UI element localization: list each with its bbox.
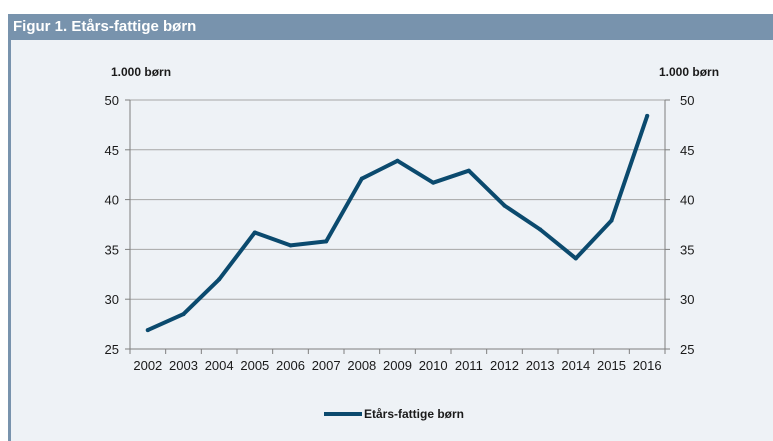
x-tick-label: 2004 (205, 358, 234, 373)
figure-title: Figur 1. Etårs-fattige børn (13, 18, 197, 35)
data-point (573, 256, 578, 261)
data-point (252, 230, 257, 235)
x-tick-label: 2005 (240, 358, 269, 373)
y-tick-label-left: 45 (105, 143, 119, 158)
data-point (395, 158, 400, 163)
y-unit-label-left: 1.000 børn (111, 65, 171, 79)
y-tick-label-left: 40 (105, 193, 119, 208)
figure-header: Figur 1. Etårs-fattige børn (8, 14, 773, 40)
gridlines (130, 99, 665, 300)
x-tick-label: 2016 (633, 358, 662, 373)
data-point (217, 277, 222, 282)
data-point (181, 312, 186, 317)
y-tick-label-left: 30 (105, 292, 119, 307)
data-point (466, 168, 471, 173)
x-tick-label: 2009 (383, 358, 412, 373)
series-layer (145, 113, 650, 333)
data-point (324, 239, 329, 244)
data-point (145, 328, 150, 333)
y-tick-label-right: 50 (680, 93, 694, 108)
x-tick-label: 2010 (419, 358, 448, 373)
y-tick-label-right: 30 (680, 292, 694, 307)
x-tick-label: 2015 (597, 358, 626, 373)
x-tick-label: 2008 (347, 358, 376, 373)
y-tick-label-right: 25 (680, 342, 694, 357)
series-line-0 (145, 113, 650, 333)
figure-panel: Figur 1. Etårs-fattige børn (8, 14, 773, 441)
figure-left-border (8, 40, 11, 441)
data-point (538, 227, 543, 232)
legend-label: Etårs-fattige børn (364, 407, 464, 421)
data-point (609, 218, 614, 223)
x-tick-label: 2012 (490, 358, 519, 373)
x-tick-label: 2011 (455, 358, 483, 373)
y-tick-label-right: 40 (680, 193, 694, 208)
data-point (502, 203, 507, 208)
data-point (359, 176, 364, 181)
data-point (645, 113, 650, 118)
data-point (431, 180, 436, 185)
x-tick-label: 2002 (133, 358, 162, 373)
x-tick-label: 2014 (561, 358, 590, 373)
legend: Etårs-fattige børn (324, 407, 464, 421)
x-tick-label: 2007 (312, 358, 341, 373)
tick-labels: 25 25 30 30 35 35 40 40 45 45 50 50 2002 2003 2004 2005… (105, 93, 695, 373)
axes (125, 99, 670, 354)
x-tick-label: 2013 (526, 358, 555, 373)
x-tick-label: 2003 (169, 358, 198, 373)
x-tick-label: 2006 (276, 358, 305, 373)
y-tick-label-left: 25 (105, 342, 119, 357)
y-tick-label-left: 50 (105, 93, 119, 108)
y-tick-label-right: 35 (680, 242, 694, 257)
y-tick-label-right: 45 (680, 143, 694, 158)
y-tick-label-left: 35 (105, 242, 119, 257)
data-point (288, 243, 293, 248)
y-unit-label-right: 1.000 børn (659, 65, 719, 79)
